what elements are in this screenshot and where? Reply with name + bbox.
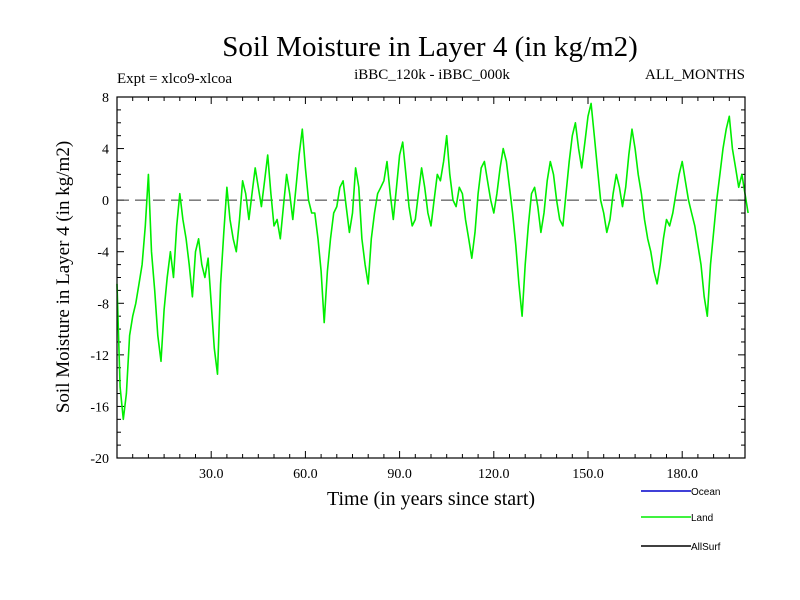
series-line-land bbox=[116, 102, 749, 421]
x-tick-label: 90.0 bbox=[387, 467, 412, 482]
y-axis-ticks bbox=[117, 96, 745, 459]
subtitle-right: ALL_MONTHS bbox=[645, 67, 745, 83]
legend-label: Land bbox=[691, 513, 713, 524]
y-tick-label: 0 bbox=[102, 194, 109, 209]
plot-frame bbox=[116, 96, 746, 459]
x-axis-ticks bbox=[132, 97, 730, 458]
y-tick-label: -12 bbox=[90, 349, 109, 364]
y-tick-label: -20 bbox=[90, 452, 109, 467]
x-tick-label: 120.0 bbox=[478, 467, 510, 482]
subtitle-left: Expt = xlco9-xlcoa bbox=[117, 71, 232, 87]
y-axis-labels: -20 -16 -12 -8 -4 0 4 8 bbox=[90, 91, 109, 467]
x-tick-label: 180.0 bbox=[666, 467, 698, 482]
y-tick-label: 8 bbox=[102, 91, 109, 106]
x-axis-title: Time (in years since start) bbox=[327, 488, 535, 510]
y-tick-label: 4 bbox=[102, 143, 109, 158]
y-tick-label: -4 bbox=[97, 246, 109, 261]
y-tick-label: -16 bbox=[90, 400, 109, 415]
legend-label: Ocean bbox=[691, 487, 720, 498]
x-tick-label: 60.0 bbox=[293, 467, 318, 482]
y-axis-title: Soil Moisture in Layer 4 (in kg/m2) bbox=[53, 141, 74, 413]
x-axis-labels: 30.0 60.0 90.0 120.0 150.0 180.0 bbox=[199, 467, 698, 482]
legend-label: AllSurf bbox=[691, 542, 721, 553]
legend: Ocean Land AllSurf bbox=[641, 487, 721, 553]
chart-title: Soil Moisture in Layer 4 (in kg/m2) bbox=[222, 31, 638, 63]
x-tick-label: 150.0 bbox=[572, 467, 604, 482]
subtitle-center: iBBC_120k - iBBC_000k bbox=[354, 67, 510, 83]
y-tick-label: -8 bbox=[97, 297, 109, 312]
x-tick-label: 30.0 bbox=[199, 467, 224, 482]
